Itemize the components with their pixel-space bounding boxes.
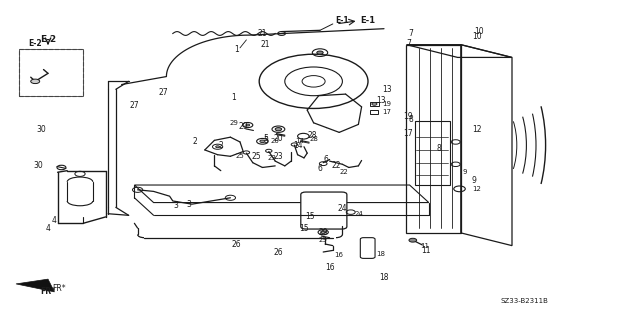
Text: 19: 19 (403, 112, 413, 121)
Text: 17: 17 (383, 109, 392, 115)
Text: 15: 15 (299, 224, 309, 233)
Text: 27: 27 (129, 101, 140, 110)
Text: SZ33-B2311B: SZ33-B2311B (501, 299, 548, 304)
Text: 15: 15 (305, 212, 316, 221)
Circle shape (372, 103, 377, 105)
Circle shape (275, 128, 282, 131)
Text: 29: 29 (238, 122, 248, 130)
Bar (19, 49, 83, 96)
Bar (19, 49, 83, 96)
Text: 22: 22 (332, 161, 340, 170)
Text: 12: 12 (472, 186, 481, 192)
Circle shape (31, 79, 40, 84)
Text: 17: 17 (403, 130, 413, 138)
Text: E-1: E-1 (335, 16, 349, 25)
Text: 21: 21 (258, 29, 267, 38)
Text: 30: 30 (36, 125, 47, 134)
Text: 29: 29 (319, 237, 328, 243)
Text: 11: 11 (421, 246, 430, 255)
Text: 20: 20 (271, 138, 280, 144)
Text: 21: 21 (261, 40, 270, 49)
Text: 14: 14 (292, 141, 303, 150)
Text: 30: 30 (33, 161, 44, 170)
Text: 12: 12 (472, 125, 481, 134)
Text: 19: 19 (383, 101, 392, 107)
Text: 1: 1 (231, 93, 236, 102)
Text: 16: 16 (335, 252, 344, 258)
Bar (415, 121, 450, 185)
Circle shape (246, 124, 250, 126)
Text: 26: 26 (273, 248, 284, 256)
Text: 5: 5 (263, 136, 268, 145)
Text: 4: 4 (45, 224, 51, 233)
Text: 3: 3 (173, 201, 179, 210)
Text: 26: 26 (232, 240, 242, 249)
Text: 23: 23 (268, 155, 276, 161)
Text: 8: 8 (408, 115, 413, 124)
Text: 13: 13 (382, 85, 392, 94)
Text: 27: 27 (158, 88, 168, 97)
Text: 2: 2 (193, 137, 198, 146)
Text: 29: 29 (318, 228, 328, 237)
Polygon shape (16, 279, 54, 292)
Text: 28: 28 (308, 131, 317, 140)
Text: 1: 1 (234, 45, 239, 54)
Bar (370, 110, 378, 114)
Text: 14: 14 (295, 138, 304, 144)
Text: 18: 18 (376, 251, 385, 256)
Text: 22: 22 (340, 169, 349, 174)
Text: E-2: E-2 (28, 39, 42, 48)
Text: FR*: FR* (40, 287, 56, 296)
Text: 7: 7 (406, 39, 411, 48)
Text: 10: 10 (474, 27, 484, 36)
Text: 24: 24 (337, 204, 348, 213)
Circle shape (216, 146, 220, 148)
Circle shape (321, 231, 326, 234)
Text: 25: 25 (251, 152, 261, 161)
Text: E-2: E-2 (40, 35, 56, 44)
Circle shape (317, 51, 323, 54)
Text: 8: 8 (436, 144, 441, 153)
Text: 3: 3 (186, 200, 191, 209)
Text: 9: 9 (462, 169, 467, 174)
Text: FR*: FR* (52, 284, 66, 293)
Circle shape (260, 140, 265, 143)
Text: E-1: E-1 (360, 16, 376, 25)
Text: 6: 6 (324, 155, 329, 164)
Text: 24: 24 (354, 211, 363, 217)
Text: 11: 11 (420, 243, 429, 249)
Text: 4: 4 (52, 216, 57, 225)
Text: 20: 20 (273, 134, 284, 143)
Text: 6: 6 (317, 164, 323, 173)
Circle shape (409, 238, 417, 242)
Text: 18: 18 (380, 273, 388, 282)
Text: 25: 25 (236, 153, 244, 159)
Text: 2: 2 (218, 141, 223, 150)
Text: 13: 13 (376, 96, 386, 105)
Text: 16: 16 (324, 263, 335, 272)
Text: 7: 7 (408, 29, 413, 38)
Bar (406, 45, 461, 233)
Bar (370, 102, 379, 106)
Text: 28: 28 (309, 136, 318, 142)
FancyBboxPatch shape (301, 192, 347, 229)
Text: 29: 29 (229, 120, 238, 126)
Text: 5: 5 (263, 134, 268, 143)
Text: 23: 23 (273, 152, 284, 161)
FancyBboxPatch shape (360, 238, 375, 258)
Text: 9: 9 (471, 176, 476, 185)
Text: 10: 10 (472, 32, 482, 41)
